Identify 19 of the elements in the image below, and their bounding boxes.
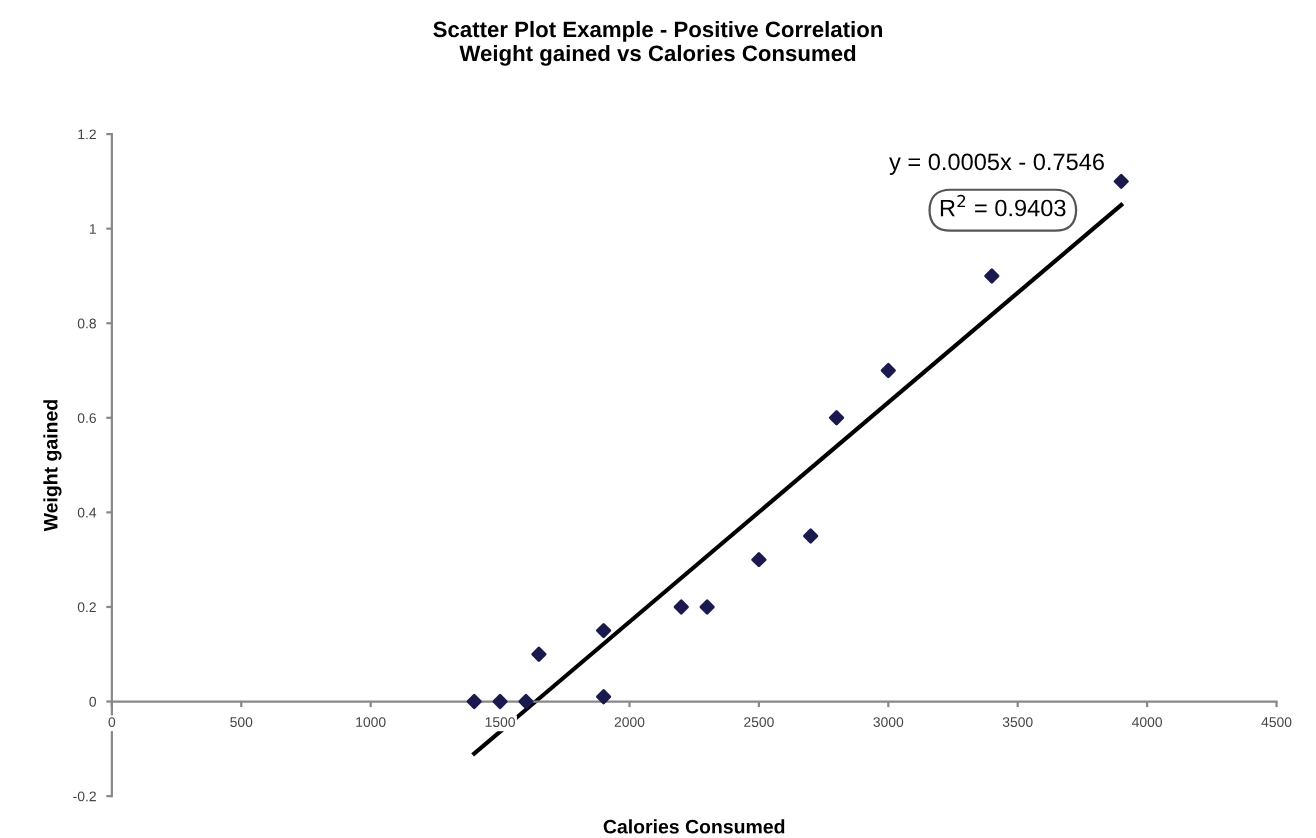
point (596, 622, 612, 639)
point (880, 362, 896, 379)
point (984, 268, 1000, 284)
point (492, 693, 508, 710)
x-axis-title: Calories Consumed (603, 819, 785, 834)
point (751, 552, 767, 568)
chart-title: Scatter Plot Example - Positive Correlation Weight gained vs Calories Consumed (433, 20, 883, 66)
point (531, 646, 547, 662)
point (673, 599, 689, 615)
point (596, 689, 612, 705)
point (466, 693, 482, 710)
point (699, 599, 715, 615)
point (518, 693, 534, 710)
point (1113, 173, 1129, 189)
point (803, 528, 819, 544)
y-axis-title: Weight gained (43, 400, 62, 532)
point (828, 410, 845, 426)
annotation: R$^{2}$ = 0.9403 (940, 194, 1066, 217)
annotation: y = 0.0005x - 0.7546 (889, 153, 1104, 175)
